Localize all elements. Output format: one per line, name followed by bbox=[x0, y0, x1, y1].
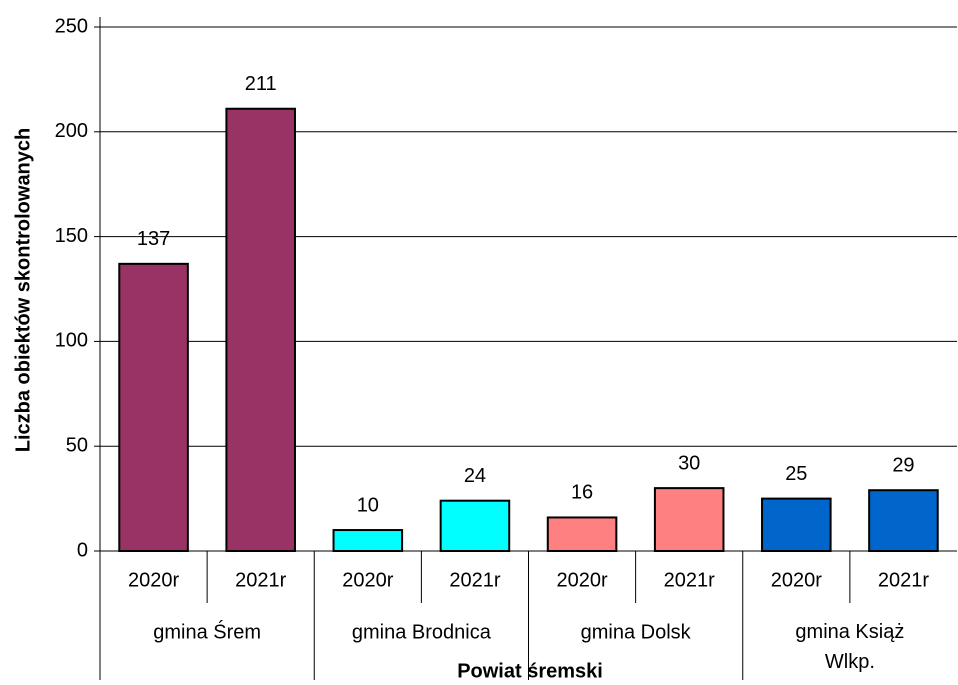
y-tick-label: 100 bbox=[55, 330, 88, 352]
x-tick-label: 2021r bbox=[664, 569, 715, 591]
y-tick-label: 250 bbox=[55, 15, 88, 37]
group-label: gmina Brodnica bbox=[352, 621, 492, 643]
x-tick-label: 2020r bbox=[342, 569, 393, 591]
value-label: 29 bbox=[892, 454, 914, 476]
y-tick-label: 150 bbox=[55, 225, 88, 247]
bar bbox=[332, 529, 404, 552]
value-label: 16 bbox=[571, 482, 593, 504]
y-tick-label: 200 bbox=[55, 120, 88, 142]
x-axis-title: Powiat śremski bbox=[457, 660, 603, 682]
bar bbox=[761, 497, 832, 553]
y-tick-label: 0 bbox=[77, 539, 88, 561]
y-axis-title: Liczba obiektów skontrolowanych bbox=[12, 128, 34, 453]
bar bbox=[118, 262, 189, 552]
bar bbox=[653, 487, 725, 552]
y-tick-label: 50 bbox=[66, 434, 88, 456]
value-label: 25 bbox=[785, 463, 807, 485]
x-tick-label: 2020r bbox=[128, 569, 179, 591]
x-tick-label: 2021r bbox=[449, 569, 500, 591]
value-label: 137 bbox=[137, 228, 170, 250]
bar bbox=[439, 499, 511, 553]
group-label: gmina Książ Wlkp. bbox=[795, 621, 904, 673]
value-label: 211 bbox=[245, 73, 277, 95]
value-label: 30 bbox=[678, 452, 700, 474]
value-label: 24 bbox=[464, 465, 486, 487]
bar bbox=[225, 107, 296, 553]
x-tick-label: 2020r bbox=[556, 569, 607, 591]
bar bbox=[868, 489, 939, 553]
value-label: 10 bbox=[357, 494, 379, 516]
group-label: gmina Dolsk bbox=[581, 621, 692, 643]
bar bbox=[546, 516, 618, 552]
x-tick-label: 2021r bbox=[878, 569, 929, 591]
x-tick-label: 2021r bbox=[235, 569, 286, 591]
x-tick-label: 2020r bbox=[771, 569, 822, 591]
group-label: gmina Śrem bbox=[153, 619, 261, 643]
